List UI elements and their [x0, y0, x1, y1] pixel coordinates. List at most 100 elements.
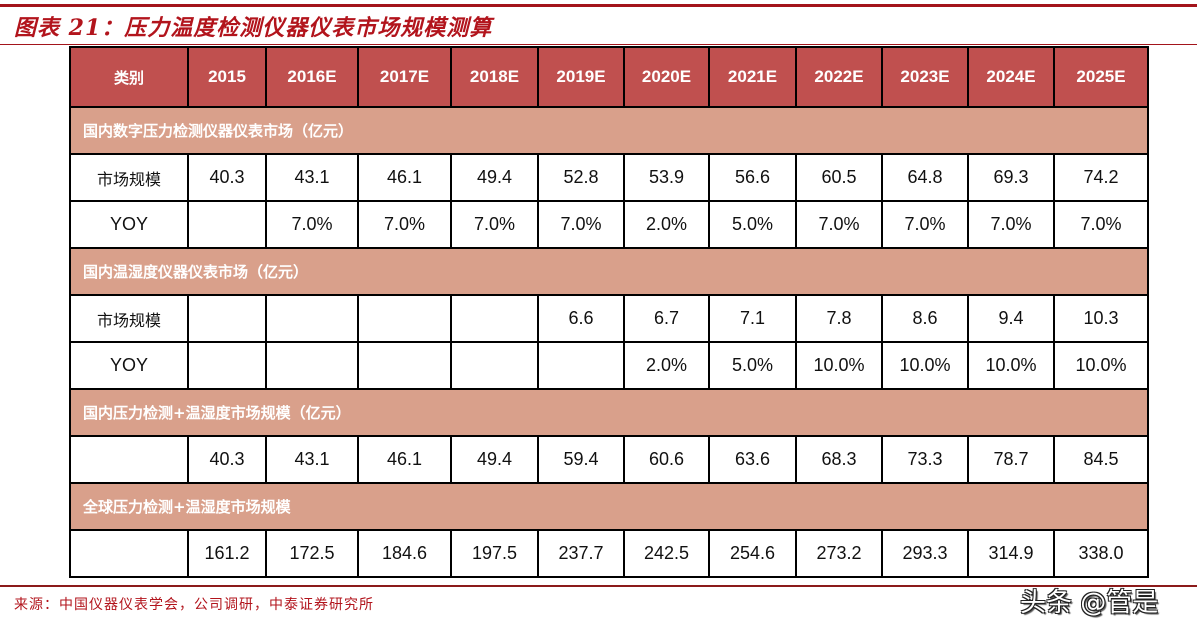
cell: 172.5 — [265, 529, 359, 578]
cell: 7.0% — [357, 200, 452, 249]
header-year: 2021E — [708, 46, 797, 108]
cell: 2.0% — [623, 341, 710, 390]
cell: 7.0% — [881, 200, 969, 249]
cell: 78.7 — [967, 435, 1055, 484]
cell: 6.7 — [623, 294, 710, 343]
cell — [357, 341, 452, 390]
cell — [265, 341, 359, 390]
header-year: 2016E — [265, 46, 359, 108]
cell: 52.8 — [537, 153, 625, 202]
cell: 49.4 — [450, 435, 539, 484]
section-title: 全球压力检测+温湿度市场规模 — [69, 482, 1149, 531]
section-row-domestic-pressure: 国内数字压力检测仪器仪表市场（亿元） — [69, 106, 1149, 155]
cell: 53.9 — [623, 153, 710, 202]
header-year: 2025E — [1053, 46, 1149, 108]
cell — [187, 200, 267, 249]
cell: 49.4 — [450, 153, 539, 202]
cell: 7.0% — [265, 200, 359, 249]
cell: 64.8 — [881, 153, 969, 202]
cell — [537, 341, 625, 390]
cell: 74.2 — [1053, 153, 1149, 202]
cell: 10.0% — [881, 341, 969, 390]
bottom-divider — [0, 585, 1197, 587]
title-divider — [0, 44, 1197, 45]
header-year: 2024E — [967, 46, 1055, 108]
row-label: 市场规模 — [69, 294, 189, 343]
cell: 7.0% — [537, 200, 625, 249]
cell: 161.2 — [187, 529, 267, 578]
top-divider — [0, 4, 1197, 7]
cell: 2.0% — [623, 200, 710, 249]
cell: 10.0% — [1053, 341, 1149, 390]
row-label: 市场规模 — [69, 153, 189, 202]
cell: 314.9 — [967, 529, 1055, 578]
cell — [187, 341, 267, 390]
cell: 7.0% — [1053, 200, 1149, 249]
cell — [450, 341, 539, 390]
cell: 10.0% — [967, 341, 1055, 390]
header-year: 2018E — [450, 46, 539, 108]
cell: 6.6 — [537, 294, 625, 343]
cell: 84.5 — [1053, 435, 1149, 484]
table-row: 市场规模 40.3 43.1 46.1 49.4 52.8 53.9 56.6 … — [69, 153, 1149, 202]
cell: 69.3 — [967, 153, 1055, 202]
cell: 7.0% — [967, 200, 1055, 249]
cell: 293.3 — [881, 529, 969, 578]
cell: 273.2 — [795, 529, 883, 578]
cell: 8.6 — [881, 294, 969, 343]
cell — [450, 294, 539, 343]
row-label — [69, 529, 189, 578]
cell: 40.3 — [187, 435, 267, 484]
cell — [357, 294, 452, 343]
cell: 60.5 — [795, 153, 883, 202]
header-year: 2020E — [623, 46, 710, 108]
cell: 59.4 — [537, 435, 625, 484]
source-note: 来源：中国仪器仪表学会，公司调研，中泰证券研究所 — [14, 597, 374, 613]
cell: 7.1 — [708, 294, 797, 343]
cell: 254.6 — [708, 529, 797, 578]
section-row-domestic-combined: 国内压力检测+温湿度市场规模（亿元） — [69, 388, 1149, 437]
cell: 56.6 — [708, 153, 797, 202]
cell: 7.0% — [450, 200, 539, 249]
cell: 9.4 — [967, 294, 1055, 343]
cell: 5.0% — [708, 341, 797, 390]
section-title: 国内压力检测+温湿度市场规模（亿元） — [69, 388, 1149, 437]
section-row-domestic-temp-humidity: 国内温湿度仪器仪表市场（亿元） — [69, 247, 1149, 296]
cell: 43.1 — [265, 153, 359, 202]
table-row: YOY 2.0% 5.0% 10.0% 10.0% 10.0% 10.0% — [69, 341, 1149, 390]
cell: 10.0% — [795, 341, 883, 390]
cell — [187, 294, 267, 343]
row-label: YOY — [69, 341, 189, 390]
cell: 46.1 — [357, 153, 452, 202]
figure-title: 图表 21：压力温度检测仪器仪表市场规模测算 — [14, 15, 493, 41]
cell: 73.3 — [881, 435, 969, 484]
section-title: 国内温湿度仪器仪表市场（亿元） — [69, 247, 1149, 296]
cell: 5.0% — [708, 200, 797, 249]
header-year: 2017E — [357, 46, 452, 108]
cell — [265, 294, 359, 343]
cell: 242.5 — [623, 529, 710, 578]
cell: 40.3 — [187, 153, 267, 202]
market-size-table: 类别 2015 2016E 2017E 2018E 2019E 2020E 20… — [69, 46, 1149, 578]
cell: 63.6 — [708, 435, 797, 484]
cell: 197.5 — [450, 529, 539, 578]
header-year: 2023E — [881, 46, 969, 108]
section-title: 国内数字压力检测仪器仪表市场（亿元） — [69, 106, 1149, 155]
cell: 46.1 — [357, 435, 452, 484]
table-row: YOY 7.0% 7.0% 7.0% 7.0% 2.0% 5.0% 7.0% 7… — [69, 200, 1149, 249]
cell: 184.6 — [357, 529, 452, 578]
table-row: 市场规模 6.6 6.7 7.1 7.8 8.6 9.4 10.3 — [69, 294, 1149, 343]
watermark: 头条 @管是 — [1020, 588, 1159, 618]
row-label — [69, 435, 189, 484]
row-label: YOY — [69, 200, 189, 249]
cell: 60.6 — [623, 435, 710, 484]
header-year: 2022E — [795, 46, 883, 108]
cell: 338.0 — [1053, 529, 1149, 578]
cell: 237.7 — [537, 529, 625, 578]
cell: 43.1 — [265, 435, 359, 484]
table-row: 40.3 43.1 46.1 49.4 59.4 60.6 63.6 68.3 … — [69, 435, 1149, 484]
header-year: 2015 — [187, 46, 267, 108]
cell: 7.0% — [795, 200, 883, 249]
header-year: 2019E — [537, 46, 625, 108]
table-row: 161.2 172.5 184.6 197.5 237.7 242.5 254.… — [69, 529, 1149, 578]
